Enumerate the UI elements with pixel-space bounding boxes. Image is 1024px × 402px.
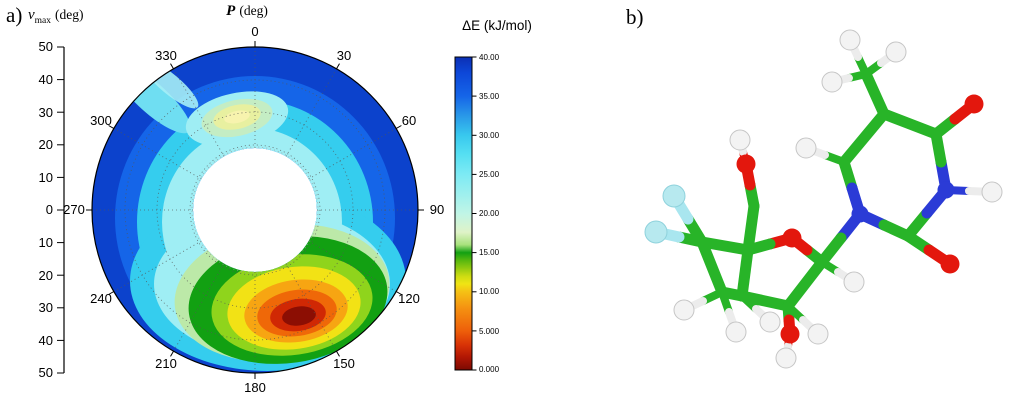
radial-tick-label: 30	[39, 300, 53, 315]
angle-tick-label: 150	[333, 356, 355, 371]
radial-tick-label: 50	[39, 365, 53, 380]
angle-tick-label: 270	[63, 202, 85, 217]
colorbar-tick-marks	[472, 56, 477, 371]
hydrogen-atom	[843, 271, 865, 293]
hydrogen-atom	[795, 137, 817, 159]
hydrogen-atoms	[673, 29, 1003, 369]
colorbar-tick-label: 25.00	[479, 170, 500, 179]
panel-b-label: b)	[626, 5, 644, 29]
radial-tick-label: 10	[39, 170, 53, 185]
molecule-panel: b)	[626, 5, 1003, 369]
heteroatoms	[644, 94, 984, 344]
radial-tick-label: 40	[39, 72, 53, 87]
angular-axis-labels: 0 30 60 90 120 150 180 210 240 270 300 3…	[63, 24, 444, 395]
colorbar-tick-label: 35.00	[479, 92, 500, 101]
colorbar-labels: 40.00 35.00 30.00 25.00 20.00 15.00 10.0…	[479, 53, 500, 374]
hydrogen-atom	[885, 41, 907, 63]
angular-axis-title: P (deg)	[226, 3, 268, 19]
colorbar-tick-label: 15.00	[479, 248, 500, 257]
hydrogen-atom	[759, 311, 781, 333]
radial-axis: 50 40 30 20 10 0 10 20 30 40 50	[39, 39, 65, 380]
colorbar-tick-label: 5.000	[479, 327, 500, 336]
oxygen-atom	[782, 228, 802, 248]
hydrogen-atom	[981, 181, 1003, 203]
radial-axis-title: νmax (deg)	[28, 7, 84, 26]
oxygen-atom	[736, 154, 756, 174]
radial-tick-label: 40	[39, 333, 53, 348]
colorbar: 40.00 35.00 30.00 25.00 20.00 15.00 10.0…	[454, 53, 500, 374]
nitrogen-atom	[937, 181, 955, 199]
nitrogen-atom	[851, 205, 869, 223]
angular-tick-marks	[86, 41, 424, 379]
polar-grid	[92, 47, 418, 373]
angle-tick-label: 120	[398, 291, 420, 306]
pseudorotation-energy-plot: 0 30 60 90 120 150 180 210 240 270 300 3…	[6, 3, 532, 395]
colorbar-gradient	[454, 56, 473, 371]
radial-tick-label: 30	[39, 105, 53, 120]
hydrogen-atom	[807, 323, 829, 345]
colorbar-tick-label: 40.00	[479, 53, 500, 62]
colorbar-tick-label: 10.00	[479, 287, 500, 296]
hydrogen-atom	[821, 71, 843, 93]
north-local-minimum	[185, 91, 289, 147]
angle-tick-label: 30	[337, 48, 351, 63]
molecule-3d	[644, 29, 1003, 369]
panel-a-label: a)	[6, 3, 22, 27]
radial-tick-label: 10	[39, 235, 53, 250]
angle-tick-label: 300	[90, 113, 112, 128]
angle-tick-label: 210	[155, 356, 177, 371]
radial-tick-label: 20	[39, 268, 53, 283]
angle-tick-label: 0	[251, 24, 258, 39]
angle-tick-label: 330	[155, 48, 177, 63]
hydrogen-atom	[775, 347, 797, 369]
hydrogen-atom	[839, 29, 861, 51]
angle-tick-label: 180	[244, 380, 266, 395]
radial-tick-label: 0	[46, 202, 53, 217]
colorbar-tick-label: 20.00	[479, 209, 500, 218]
fluorine-atom	[662, 184, 686, 208]
angle-tick-label: 60	[402, 113, 416, 128]
radial-axis-labels: 50 40 30 20 10 0 10 20 30 40 50	[39, 39, 53, 380]
oxygen-atom	[940, 254, 960, 274]
colorbar-tick-label: 0.000	[479, 365, 500, 374]
angle-tick-label: 240	[90, 291, 112, 306]
oxygen-atom	[964, 94, 984, 114]
radial-tick-label: 50	[39, 39, 53, 54]
fluorine-atom	[644, 220, 668, 244]
oxygen-atom	[780, 324, 800, 344]
colorbar-tick-label: 30.00	[479, 131, 500, 140]
heavy-bonds	[650, 68, 980, 340]
angle-tick-label: 90	[430, 202, 444, 217]
colorbar-title: ΔE (kJ/mol)	[462, 18, 532, 33]
hydrogen-atom	[725, 321, 747, 343]
hydrogen-atom	[673, 299, 695, 321]
hydrogen-atom	[729, 129, 751, 151]
south-low-energy-basin	[174, 224, 390, 364]
radial-tick-label: 20	[39, 137, 53, 152]
